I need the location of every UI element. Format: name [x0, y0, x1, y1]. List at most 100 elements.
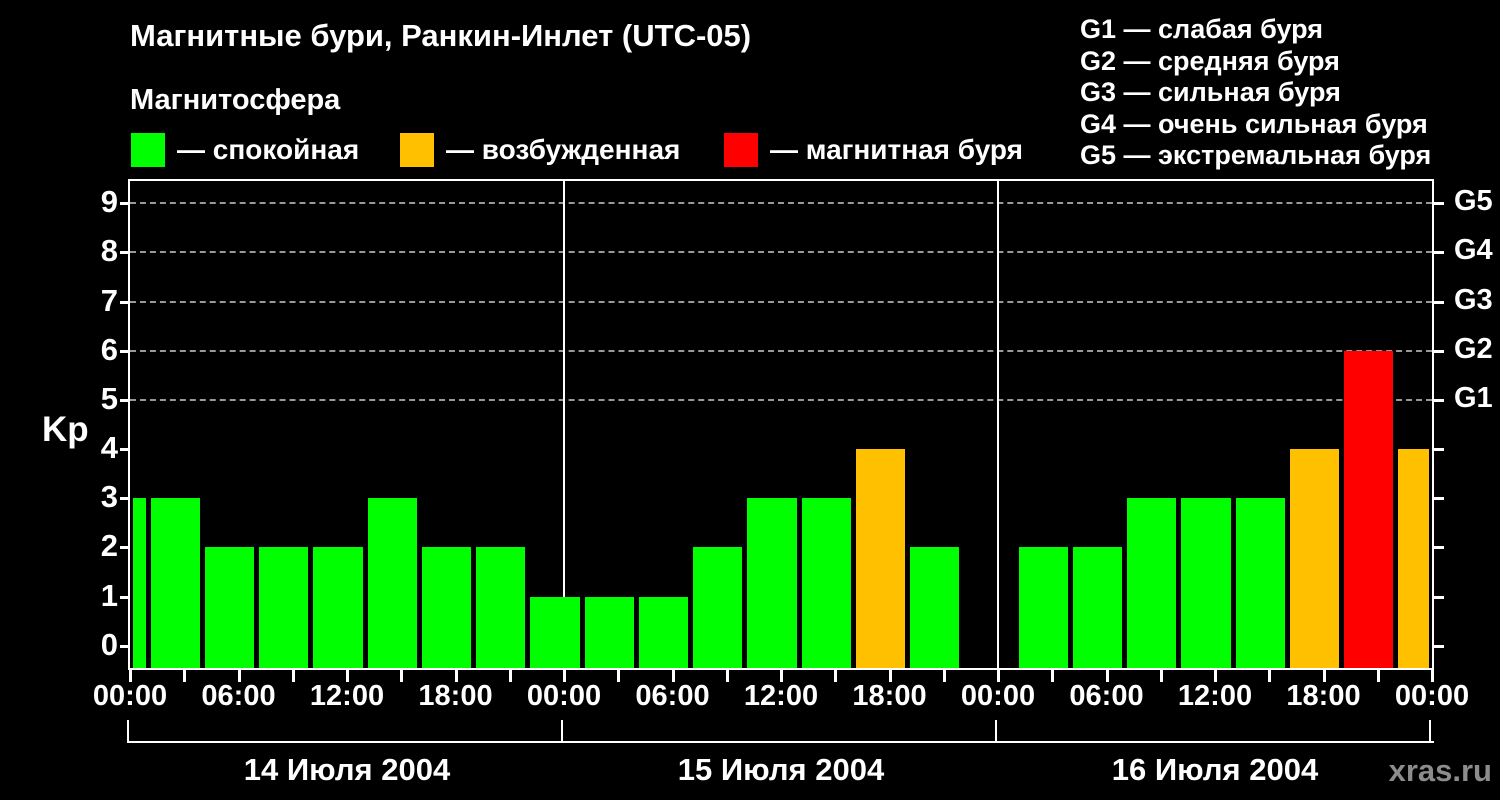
g-tick-label-g3: G3: [1454, 283, 1493, 316]
gridline-kp5: [130, 398, 1432, 401]
date-label: 16 Июля 2004: [1111, 752, 1319, 787]
excited-legend-label: — возбужденная: [446, 134, 681, 165]
kp-bar: [638, 596, 689, 668]
y-tick-right: [1432, 300, 1444, 304]
x-tick: [237, 668, 241, 682]
x-tick: [129, 668, 132, 682]
x-tick: [291, 668, 295, 682]
date-bracket-tick: [1429, 720, 1431, 742]
time-label: 06:00: [1069, 680, 1144, 712]
storm-legend-label: — магнитная буря: [770, 134, 1023, 165]
y-tick-label: 8: [100, 233, 118, 269]
y-tick-label: 6: [100, 331, 118, 367]
y-tick-left: [120, 497, 130, 501]
y-tick-label: 0: [100, 626, 118, 662]
y-tick-right: [1432, 595, 1444, 599]
y-tick-right: [1432, 251, 1444, 255]
kp-bar: [313, 547, 363, 668]
kp-bar: [530, 596, 580, 668]
state-legend: — спокойная — возбужденная — магнитная бур…: [0, 130, 1500, 170]
kp-bar: [259, 547, 309, 668]
y-tick-label: 3: [100, 479, 118, 515]
y-tick-right: [1432, 349, 1444, 353]
y-tick-left: [120, 644, 130, 648]
kp-bar: [1344, 350, 1394, 668]
kp-bar: [584, 596, 634, 668]
time-label: 12:00: [309, 680, 385, 712]
time-label: 18:00: [418, 680, 493, 712]
time-label: 06:00: [635, 680, 710, 712]
kp-bar: [132, 498, 146, 668]
y-axis-label: Kp: [42, 410, 89, 449]
date-label: 15 Июля 2004: [677, 752, 885, 787]
y-tick-label: 4: [100, 430, 118, 466]
y-tick-left: [120, 398, 130, 402]
time-label: 18:00: [1286, 680, 1361, 712]
kp-bar: [1018, 547, 1068, 668]
x-tick: [1268, 668, 1272, 682]
x-tick: [183, 668, 187, 682]
time-label: 00:00: [92, 680, 168, 712]
quiet-legend-label: — спокойная: [177, 134, 360, 165]
x-tick: [1431, 668, 1434, 682]
y-tick-left: [120, 202, 130, 206]
date-label: 14 Июля 2004: [243, 752, 451, 787]
kp-bar: [421, 547, 472, 668]
y-tick-right: [1432, 448, 1444, 452]
kp-bar: [204, 547, 255, 668]
gridline-kp6: [130, 349, 1432, 352]
y-tick-right: [1432, 644, 1444, 648]
time-label: 18:00: [852, 680, 927, 712]
g-tick-label-g5: G5: [1454, 185, 1493, 218]
day-separator: [997, 181, 999, 668]
y-tick-right: [1432, 546, 1444, 550]
x-tick: [1051, 668, 1055, 682]
g-legend-line-2: G2 — средняя буря: [1080, 45, 1340, 76]
y-tick-right: [1432, 398, 1444, 402]
x-tick: [834, 668, 838, 682]
x-tick: [346, 668, 349, 682]
g-tick-label-g2: G2: [1454, 332, 1493, 365]
kp-bar: [1289, 449, 1340, 668]
x-tick: [563, 668, 566, 682]
x-tick: [1159, 668, 1163, 682]
kp-bar: [801, 498, 851, 668]
x-tick: [508, 668, 512, 682]
excited-color-swatch: [400, 133, 434, 167]
kp-bar: [1072, 547, 1123, 668]
x-tick: [671, 668, 675, 682]
kp-bar: [693, 547, 743, 668]
gridline-kp8: [130, 251, 1432, 254]
y-tick-left: [120, 595, 130, 599]
kp-bar: [150, 498, 200, 668]
date-bracket-line: [127, 741, 1434, 743]
y-tick-label: 1: [100, 577, 118, 613]
kp-bar: [476, 547, 526, 668]
g-tick-label-g1: G1: [1454, 381, 1493, 414]
y-tick-label: 9: [100, 184, 118, 220]
x-tick: [400, 668, 404, 682]
x-tick: [997, 668, 1000, 682]
y-tick-left: [120, 349, 130, 353]
chart-title: Магнитные бури, Ранкин-Инлет (UTC-05): [130, 18, 752, 53]
time-label: 12:00: [1177, 680, 1253, 712]
y-tick-label: 5: [100, 380, 118, 416]
gridline-kp9: [130, 202, 1432, 205]
x-tick: [617, 668, 621, 682]
g-legend-line-3: G3 — сильная буря: [1080, 77, 1341, 108]
x-tick: [780, 668, 783, 682]
g-legend-line-5: G5 — экстремальная буря: [1080, 140, 1432, 171]
plot-border: [128, 179, 1434, 670]
g-legend-line-4: G4 — очень сильная буря: [1080, 108, 1428, 139]
kp-bar: [367, 498, 417, 668]
x-tick: [1376, 668, 1380, 682]
kp-bar: [1398, 449, 1430, 668]
x-tick: [1214, 668, 1217, 682]
y-tick-left: [120, 546, 130, 550]
kp-bar: [855, 449, 906, 668]
kp-bar: [1235, 498, 1285, 668]
kp-bar: [747, 498, 797, 668]
x-tick: [725, 668, 729, 682]
storm-color-swatch: [724, 133, 758, 167]
